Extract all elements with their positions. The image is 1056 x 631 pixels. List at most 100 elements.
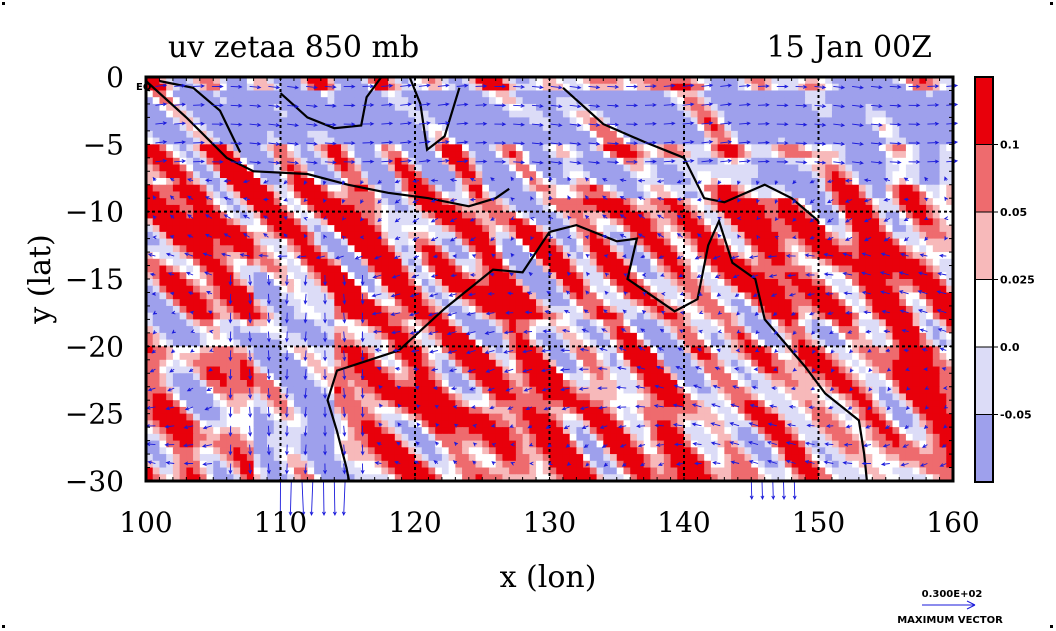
field-cell bbox=[159, 164, 167, 172]
field-cell bbox=[435, 171, 443, 179]
field-cell bbox=[488, 305, 497, 314]
field-cell bbox=[791, 117, 799, 125]
field-cell bbox=[240, 272, 248, 280]
field-cell bbox=[213, 265, 221, 273]
field-cell bbox=[825, 144, 833, 152]
field-cell bbox=[536, 151, 544, 159]
field-cell bbox=[441, 90, 450, 98]
field-cell bbox=[892, 97, 900, 105]
field-cell bbox=[502, 319, 510, 327]
field-cell bbox=[778, 252, 786, 260]
field-cell bbox=[932, 231, 941, 240]
field-cell bbox=[885, 171, 894, 179]
field-cell bbox=[932, 164, 941, 172]
field-cell bbox=[246, 130, 255, 139]
field-cell bbox=[569, 225, 577, 233]
field-cell bbox=[852, 252, 860, 260]
field-cell bbox=[650, 110, 658, 118]
field-cell bbox=[495, 124, 504, 132]
field-cell bbox=[421, 218, 430, 226]
field-cell bbox=[589, 265, 598, 273]
field-cell bbox=[213, 97, 221, 105]
field-cell bbox=[219, 218, 228, 226]
field-cell bbox=[791, 245, 799, 253]
field-cell bbox=[441, 292, 450, 300]
field-cell bbox=[885, 238, 894, 246]
field-cell bbox=[240, 130, 248, 139]
field-cell bbox=[885, 258, 894, 267]
field-cell bbox=[912, 272, 920, 280]
field-cell bbox=[939, 279, 947, 287]
field-cell bbox=[482, 292, 490, 300]
field-cell bbox=[280, 346, 288, 354]
field-cell bbox=[926, 265, 934, 273]
field-cell bbox=[549, 211, 557, 219]
field-cell bbox=[334, 258, 342, 267]
field-cell bbox=[932, 117, 941, 125]
field-cell bbox=[253, 326, 261, 334]
field-cell bbox=[536, 305, 544, 314]
field-cell bbox=[569, 319, 577, 327]
field-cell bbox=[885, 117, 894, 125]
field-cell bbox=[744, 97, 752, 105]
field-cell bbox=[341, 292, 349, 300]
field-cell bbox=[852, 231, 860, 240]
field-cell bbox=[415, 339, 423, 347]
field-cell bbox=[724, 285, 732, 294]
field-cell bbox=[193, 265, 201, 273]
field-cell bbox=[556, 124, 564, 132]
field-cell bbox=[751, 265, 759, 273]
field-cell bbox=[751, 110, 759, 118]
field-cell bbox=[717, 151, 725, 159]
field-cell bbox=[388, 191, 396, 199]
field-cell bbox=[408, 137, 416, 145]
field-cell bbox=[757, 171, 766, 179]
field-cell bbox=[341, 218, 349, 226]
field-cell bbox=[630, 238, 638, 246]
field-cell bbox=[334, 103, 342, 112]
field-cell bbox=[172, 326, 181, 334]
field-cell bbox=[435, 218, 443, 226]
field-cell bbox=[495, 218, 504, 226]
field-cell bbox=[684, 204, 692, 213]
field-cell bbox=[831, 184, 840, 193]
field-cell bbox=[724, 144, 732, 152]
field-cell bbox=[778, 184, 786, 193]
field-cell bbox=[858, 326, 867, 334]
field-cell bbox=[650, 231, 658, 240]
field-cell bbox=[569, 83, 577, 92]
field-cell bbox=[381, 245, 389, 253]
field-cell bbox=[562, 90, 571, 98]
field-cell bbox=[670, 110, 678, 118]
field-cell bbox=[233, 353, 241, 361]
field-cell bbox=[509, 164, 517, 172]
field-cell bbox=[542, 83, 551, 92]
field-cell bbox=[219, 83, 228, 92]
field-cell bbox=[939, 245, 947, 253]
field-cell bbox=[146, 137, 154, 145]
field-cell bbox=[831, 238, 840, 246]
field-cell bbox=[381, 90, 389, 98]
field-cell bbox=[583, 90, 591, 98]
field-cell bbox=[468, 178, 477, 186]
field-cell bbox=[152, 77, 161, 85]
field-cell bbox=[159, 279, 167, 287]
field-cell bbox=[415, 184, 423, 193]
field-cell bbox=[166, 211, 174, 219]
field-cell bbox=[515, 238, 524, 246]
field-cell bbox=[946, 332, 953, 341]
field-cell bbox=[529, 97, 537, 105]
field-cell bbox=[596, 238, 604, 246]
field-cell bbox=[536, 292, 544, 300]
field-cell bbox=[825, 231, 833, 240]
field-cell bbox=[589, 305, 598, 314]
field-cell bbox=[273, 151, 282, 159]
field-cell bbox=[737, 305, 746, 314]
field-cell bbox=[704, 258, 712, 267]
field-cell bbox=[388, 117, 396, 125]
field-cell bbox=[334, 164, 342, 172]
field-cell bbox=[146, 245, 154, 253]
field-cell bbox=[448, 353, 456, 361]
field-cell bbox=[394, 117, 403, 125]
field-cell bbox=[193, 211, 201, 219]
